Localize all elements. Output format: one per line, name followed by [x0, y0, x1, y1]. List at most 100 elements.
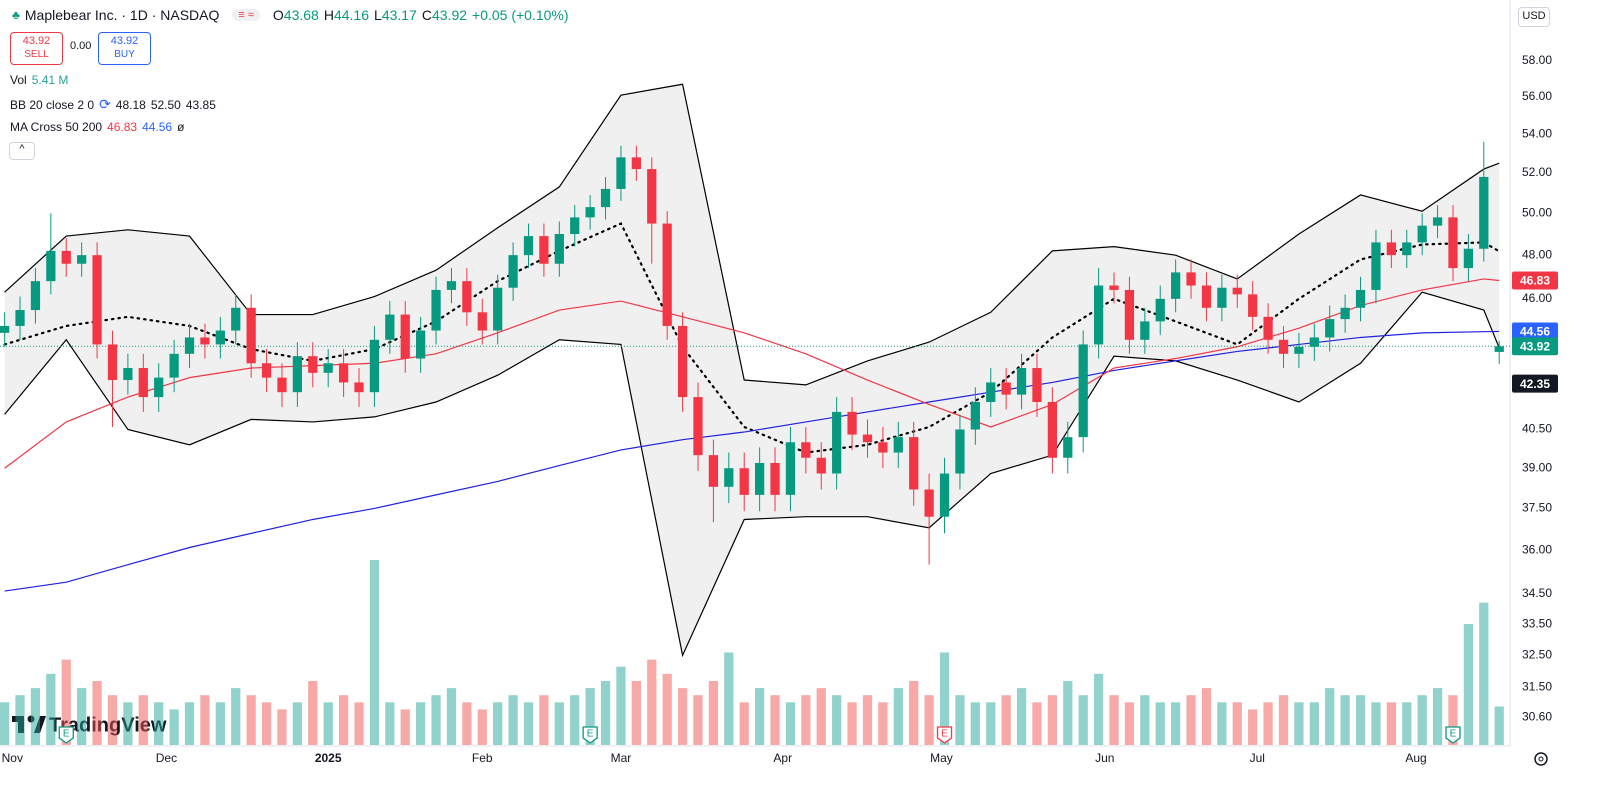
compare-pill[interactable]: ≡ ≈ [232, 9, 260, 21]
volume-bar [570, 695, 580, 745]
indicator-name[interactable]: MA Cross 50 200 [10, 120, 103, 134]
candle-body [785, 442, 796, 495]
candle-body [261, 363, 272, 378]
event-label: E [587, 729, 594, 740]
volume-bar [1278, 695, 1289, 745]
gear[interactable] [1534, 752, 1548, 766]
y-tick-label: 31.50 [1522, 680, 1552, 694]
indicator-value: 52.50 [150, 97, 181, 112]
candle-body [1217, 287, 1227, 308]
price-label-box [1512, 374, 1558, 393]
ohlc-label: O [272, 7, 284, 23]
volume-bar [431, 695, 441, 745]
candle-body [1124, 289, 1135, 340]
candle-body [662, 223, 672, 326]
candle-body [1448, 217, 1458, 269]
y-tick-label: 32.50 [1522, 647, 1552, 661]
volume-bar [1371, 702, 1381, 745]
candle-body [246, 307, 256, 364]
candle-body [1186, 272, 1196, 286]
volume-bar [878, 702, 888, 745]
candle-body [724, 468, 734, 487]
candle-body [770, 462, 780, 495]
volume-bar [1047, 695, 1057, 745]
volume-bar [184, 702, 195, 745]
gear[interactable] [1538, 756, 1544, 762]
candle-body [354, 382, 364, 393]
volume-bar [708, 680, 719, 745]
y-tick-label: 37.50 [1522, 501, 1552, 515]
symbol[interactable]: Maplebear Inc. · 1D · NASDAQ [24, 7, 220, 23]
candle-body [1355, 289, 1366, 308]
candle-body [677, 325, 688, 398]
sell-button[interactable]: 43.92 SELL [10, 32, 63, 65]
currency[interactable]: USD [1518, 7, 1550, 27]
volume-bar [1402, 702, 1412, 745]
settings-icon[interactable] [1534, 752, 1548, 766]
candle-body [1463, 248, 1474, 269]
volume-bar [1063, 680, 1073, 745]
candle-body [600, 188, 611, 208]
buy-button[interactable]: 43.92 BUY [98, 32, 151, 65]
candle-body [1093, 285, 1104, 345]
x-tick-label: May [930, 751, 953, 765]
event-label: E [1450, 729, 1457, 740]
candle-body [1417, 225, 1427, 243]
candle-body [1063, 437, 1073, 458]
bb-basis [3, 222, 1501, 454]
candle-body [123, 368, 133, 381]
candle-body [338, 363, 349, 383]
volume-bar [1155, 702, 1165, 745]
candle-body [801, 442, 811, 458]
volume-bar [1124, 702, 1135, 745]
x-tick-label: Jul [1250, 751, 1265, 765]
candle-body [493, 287, 503, 331]
y-tick-label: 40.50 [1522, 422, 1552, 436]
volume-bar [61, 659, 71, 745]
candle-body [847, 411, 857, 435]
bb-legend: BB 20 close 2 0 ⟳ 48.18 52.50 43.85 [10, 96, 216, 113]
candle-body [647, 169, 657, 224]
x-tick-label: Nov [2, 751, 23, 765]
ohlc-value: 43.68 [283, 7, 319, 23]
volume-bar [493, 702, 503, 745]
candle-body [446, 281, 457, 290]
candle-body [585, 207, 595, 218]
candle-body [30, 281, 41, 311]
candle-body [1494, 346, 1504, 352]
ma50-line [4, 278, 1500, 469]
indicator-value: 5.41 M [31, 73, 69, 87]
candle-body [631, 157, 641, 170]
volume-bar [123, 702, 133, 745]
sell-price[interactable]: 43.92 [22, 35, 51, 47]
symbol-icon: ♣ [12, 8, 20, 22]
sell-label[interactable]: SELL [24, 49, 49, 60]
volume-bar [462, 702, 472, 745]
volume-bar [477, 709, 487, 745]
volume-bar [1309, 702, 1319, 745]
candle-body [1001, 382, 1011, 395]
indicator-name[interactable]: BB 20 close 2 0 [10, 97, 95, 112]
candle-body [1294, 346, 1304, 354]
candle-body [369, 339, 380, 393]
event-marker [58, 726, 74, 744]
buy-label[interactable]: BUY [114, 49, 135, 60]
volume-bar [955, 695, 965, 745]
collapse-button[interactable]: ^ [9, 142, 35, 160]
candle-body [739, 468, 749, 495]
volume-bar [15, 695, 25, 745]
price-label: 43.92 [1520, 339, 1550, 353]
candle-body [138, 368, 148, 398]
candle-body [77, 255, 87, 264]
volume-bar [385, 702, 395, 745]
volume-legend: Vol 5.41 M [10, 73, 68, 87]
volume-bar [1078, 695, 1088, 745]
indicator-name[interactable]: Vol [10, 73, 27, 87]
candle-body [1278, 339, 1289, 354]
buy-price[interactable]: 43.92 [110, 35, 139, 47]
y-tick-label: 34.50 [1522, 586, 1552, 600]
volume-bar [30, 688, 41, 745]
